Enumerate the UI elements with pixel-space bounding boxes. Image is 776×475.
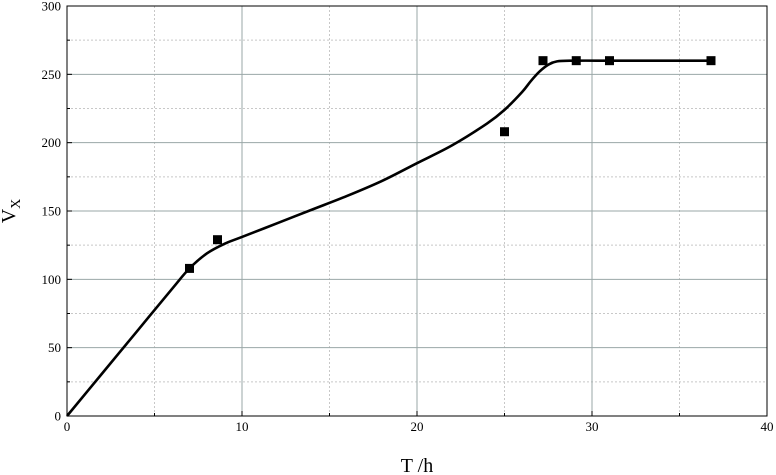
y-tick-label: 100 — [42, 272, 62, 287]
x-tick-label: 40 — [761, 419, 774, 434]
x-tick-label: 10 — [236, 419, 249, 434]
y-tick-label: 200 — [42, 135, 62, 150]
data-point — [571, 56, 581, 66]
y-tick-label: 0 — [55, 409, 62, 424]
data-point — [500, 127, 509, 137]
data-point — [213, 235, 222, 245]
y-tick-label: 150 — [42, 204, 62, 219]
grid — [67, 6, 767, 416]
data-point — [605, 56, 614, 66]
x-tick-label: 0 — [64, 419, 71, 434]
y-axis-label-sub: X — [9, 199, 24, 209]
y-axis-label-main: V — [0, 208, 20, 223]
y-tick-label: 50 — [48, 340, 61, 355]
x-tick-label: 30 — [586, 419, 599, 434]
data-points — [185, 56, 716, 273]
y-tick-label: 250 — [42, 67, 62, 82]
data-point — [706, 56, 716, 66]
fit-curve — [65, 59, 715, 417]
axis-ticks — [66, 5, 768, 417]
y-tick-label: 300 — [42, 0, 62, 14]
y-axis-label: VX — [0, 199, 24, 224]
tick-labels: 0 10 20 30 40 0 50 100 150 200 250 300 — [42, 0, 774, 434]
data-point — [185, 263, 194, 273]
x-tick-label: 20 — [411, 419, 424, 434]
data-point — [538, 56, 548, 66]
x-axis-label: T /h — [401, 455, 433, 475]
